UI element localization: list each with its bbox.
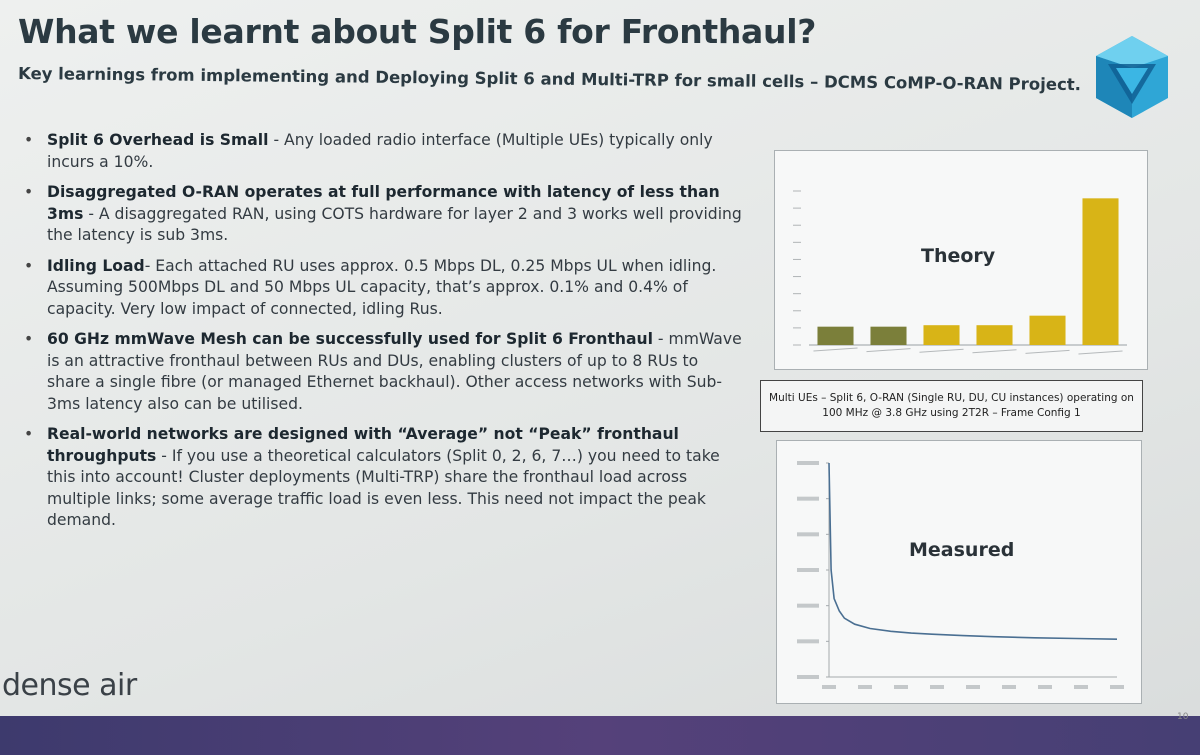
x-tick-label: [930, 685, 944, 689]
x-tick-label: [813, 347, 858, 352]
y-tick-label: [797, 639, 819, 644]
bullet-idling-load: Idling Load- Each attached RU uses appro…: [22, 256, 742, 321]
bar: [817, 326, 854, 345]
bullet-text: - If you use a theoretical calculators (…: [47, 446, 720, 530]
series-line: [828, 462, 1118, 640]
x-tick-label: [1110, 685, 1124, 689]
theory-bar-chart: [793, 190, 1127, 355]
x-tick-label: [1074, 685, 1088, 689]
bullet-heading: Idling Load: [47, 256, 145, 275]
y-tick-label: [797, 461, 819, 465]
bullet-text: - mmWave is an attractive fronthaul betw…: [47, 330, 742, 413]
x-tick-label: [1002, 685, 1016, 689]
x-tick-label: [972, 349, 1017, 354]
y-tick-label: [797, 532, 819, 537]
brand-logo-text: dense air: [2, 668, 137, 703]
bullet-heading: 60 GHz mmWave Mesh can be successfully u…: [47, 330, 653, 348]
measured-chart-label: Measured: [909, 539, 1015, 561]
bullet-text: - A disaggregated RAN, using COTS hardwa…: [47, 204, 742, 245]
x-tick-label: [966, 685, 980, 689]
y-tick-label: [797, 675, 819, 679]
x-tick-label: [866, 348, 911, 353]
slide-subtitle: Key learnings from implementing and Depl…: [17, 64, 1082, 95]
x-tick-label: [1038, 685, 1052, 689]
bullet-mmwave-mesh: 60 GHz mmWave Mesh can be successfully u…: [22, 329, 742, 415]
crystal-logo-icon: [1096, 36, 1168, 118]
bar: [923, 325, 960, 345]
bar: [1029, 315, 1066, 345]
y-tick-label: [797, 603, 819, 608]
bullet-average-throughput: Real-world networks are designed with “A…: [22, 424, 742, 532]
key-learnings-list: Split 6 Overhead is Small - Any loaded r…: [22, 130, 742, 541]
x-tick-label: [858, 685, 872, 689]
y-tick-label: [797, 568, 819, 572]
measured-line-chart: [797, 461, 1124, 689]
footer-band: [0, 716, 1200, 755]
x-tick-label: [822, 685, 836, 689]
measured-chart-panel: Measured: [776, 440, 1142, 704]
x-tick-label: [894, 685, 908, 689]
page-number: 10: [1177, 712, 1189, 722]
bullet-heading: Split 6 Overhead is Small: [47, 131, 269, 149]
bullet-disaggregated-oran: Disaggregated O-RAN operates at full per…: [22, 182, 742, 247]
bullet-text: - Any loaded radio interface (Multiple U…: [47, 131, 713, 171]
bullet-text: - Each attached RU uses approx. 0.5 Mbps…: [47, 256, 717, 318]
slide-title: What we learnt about Split 6 for Frontha…: [18, 12, 817, 51]
bar: [870, 326, 907, 345]
x-tick-label: [919, 348, 964, 353]
theory-chart-label: Theory: [921, 245, 996, 267]
x-tick-label: [1078, 350, 1123, 355]
chart-caption: Multi UEs – Split 6, O-RAN (Single RU, D…: [760, 380, 1143, 432]
bar: [1082, 198, 1119, 345]
theory-chart-panel: Theory: [774, 150, 1148, 370]
x-tick-label: [1025, 349, 1070, 354]
bullet-heading: Real-world networks are designed with “A…: [47, 425, 679, 465]
bullet-split6-overhead: Split 6 Overhead is Small - Any loaded r…: [22, 130, 742, 173]
y-tick-label: [797, 496, 819, 501]
bullet-heading: Disaggregated O-RAN operates at full per…: [47, 183, 720, 223]
bar: [976, 325, 1013, 345]
